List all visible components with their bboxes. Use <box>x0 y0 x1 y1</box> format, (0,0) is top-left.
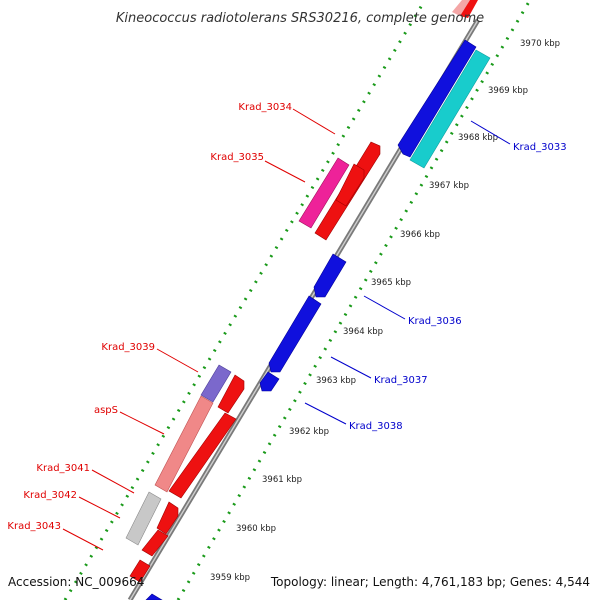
gene-label-asps[interactable]: aspS <box>94 405 118 416</box>
gene-partial-bottom-feature[interactable] <box>145 593 163 600</box>
gene-label-krad-3036[interactable]: Krad_3036 <box>408 316 462 327</box>
gene-krad-3037-feature[interactable] <box>268 295 322 373</box>
gene-krad-3039-cds-feature[interactable] <box>217 374 245 414</box>
leader-line <box>363 295 406 320</box>
gene-partial-red-feature[interactable] <box>129 559 151 583</box>
gene-asps-cds-feature[interactable] <box>168 412 237 499</box>
tick-label: 3959 kbp <box>210 573 250 583</box>
gene-krad-3038-feature[interactable] <box>259 371 280 392</box>
tick-label: 3968 kbp <box>458 133 498 143</box>
tick-labels: 3970 kbp 3969 kbp 3968 kbp 3967 kbp 3966… <box>210 39 560 583</box>
gene-label-krad-3033[interactable]: Krad_3033 <box>513 142 567 153</box>
gene-top-red-feature[interactable] <box>460 0 478 18</box>
tick-label: 3965 kbp <box>371 278 411 288</box>
gene-top-pink-feature[interactable] <box>452 0 470 16</box>
ruler-dots-right <box>176 0 532 600</box>
gene-krad-3041-feature[interactable] <box>125 491 162 546</box>
accession-text: Accession: NC_009664 <box>8 575 144 589</box>
map-title: Kineococcus radiotolerans SRS30216, comp… <box>116 11 484 26</box>
gene-krad-3035-cds-feature[interactable] <box>335 163 365 207</box>
gene-label-krad-3037[interactable]: Krad_3037 <box>374 375 428 386</box>
gene-asps-feature[interactable] <box>154 395 214 493</box>
forward-strand-genes <box>125 0 478 583</box>
leader-line <box>78 496 121 519</box>
reverse-strand-genes <box>145 39 491 600</box>
gene-krad-3034-reverse-feature[interactable] <box>397 39 477 158</box>
tick-label: 3970 kbp <box>520 39 560 49</box>
gene-label-krad-3038[interactable]: Krad_3038 <box>349 421 403 432</box>
gene-label-krad-3034[interactable]: Krad_3034 <box>238 102 292 113</box>
gene-label-krad-3041[interactable]: Krad_3041 <box>36 463 90 474</box>
gene-krad-3042-feature[interactable] <box>156 501 179 535</box>
leader-line <box>91 469 135 494</box>
gene-label-krad-3042[interactable]: Krad_3042 <box>23 490 77 501</box>
gene-krad-3035-feature[interactable] <box>298 157 350 229</box>
leader-line <box>62 528 104 551</box>
gene-label-krad-3035[interactable]: Krad_3035 <box>210 152 264 163</box>
tick-label: 3961 kbp <box>262 475 302 485</box>
leader-line <box>304 402 347 425</box>
leader-line <box>292 108 336 135</box>
gene-krad-3043-feature[interactable] <box>141 529 169 557</box>
gene-krad-3039-feature[interactable] <box>200 364 232 403</box>
tick-label: 3967 kbp <box>429 181 469 191</box>
gene-krad-3036-feature[interactable] <box>313 253 347 298</box>
gene-labels: Krad_3034 Krad_3035 Krad_3033 Krad_3036 … <box>7 102 566 532</box>
tick-label: 3969 kbp <box>488 86 528 96</box>
leader-line <box>156 348 199 373</box>
leader-line <box>330 356 372 379</box>
leader-line <box>470 120 511 145</box>
gene-label-krad-3039[interactable]: Krad_3039 <box>101 342 155 353</box>
label-leaders <box>62 108 511 551</box>
leader-line <box>119 411 165 435</box>
tick-label: 3966 kbp <box>400 230 440 240</box>
gene-label-krad-3043[interactable]: Krad_3043 <box>7 521 61 532</box>
tick-label: 3960 kbp <box>236 524 276 534</box>
gene-krad-3033-feature[interactable] <box>409 49 491 169</box>
tick-label: 3963 kbp <box>316 376 356 386</box>
tick-label: 3962 kbp <box>289 427 329 437</box>
leader-line <box>264 160 306 183</box>
summary-text: Topology: linear; Length: 4,761,183 bp; … <box>270 575 590 589</box>
tick-label: 3964 kbp <box>343 327 383 337</box>
